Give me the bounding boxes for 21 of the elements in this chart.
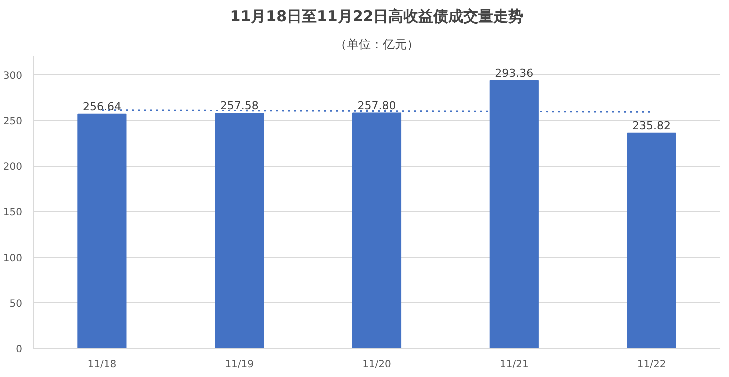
x-tick-label: 11/19	[225, 360, 254, 370]
chart-subtitle: （单位：亿元）	[335, 38, 419, 52]
y-tick-label: 0	[16, 344, 23, 356]
y-tick-label: 250	[3, 116, 23, 128]
y-tick-label: 100	[3, 253, 23, 264]
bar	[78, 114, 127, 348]
y-tick-label: 200	[3, 162, 23, 173]
data-label: 293.36	[495, 66, 534, 80]
x-tick-label: 11/20	[362, 360, 392, 370]
x-tick-label: 11/18	[88, 360, 117, 370]
data-label: 257.80	[358, 99, 396, 112]
y-tick-label: 150	[3, 208, 23, 219]
y-tick-label: 300	[3, 70, 23, 82]
data-label: 235.82	[632, 119, 672, 132]
x-tick-label: 11/21	[500, 360, 529, 370]
y-tick-label: 50	[10, 298, 23, 310]
data-label: 256.64	[82, 100, 122, 114]
chart-title: 11月18日至11月22日高收益债成交量走势	[230, 8, 524, 26]
data-label: 257.58	[220, 99, 259, 112]
bar	[627, 132, 676, 348]
x-tick-label: 11/22	[637, 360, 666, 370]
